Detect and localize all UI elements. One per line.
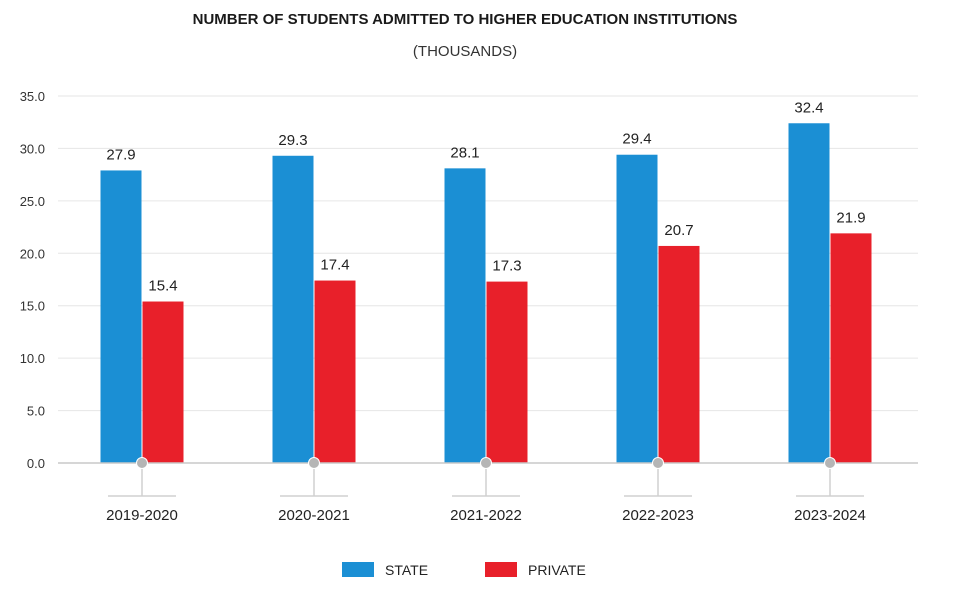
data-label: 21.9: [836, 209, 865, 226]
y-tick-label: 15.0: [20, 299, 45, 314]
legend: STATE PRIVATE: [342, 562, 586, 578]
y-tick-label: 0.0: [27, 456, 45, 471]
chart-subtitle: (THOUSANDS): [413, 43, 517, 60]
x-tick-dot: [824, 457, 836, 469]
chart-title: NUMBER OF STUDENTS ADMITTED TO HIGHER ED…: [193, 11, 738, 28]
bar-private-2021-2022: [486, 281, 528, 463]
data-label: 29.3: [278, 132, 307, 149]
y-axis: 0.0 5.0 10.0 15.0 20.0 25.0 30.0 35.0: [20, 89, 45, 471]
data-label: 27.9: [106, 146, 135, 163]
data-label: 32.4: [794, 99, 823, 116]
data-label: 28.1: [450, 144, 479, 161]
x-axis: 2019-2020 2020-2021 2021-2022 2022-2023 2023…: [58, 457, 918, 524]
bar-state-2022-2023: [616, 154, 658, 463]
x-tick-dot: [652, 457, 664, 469]
y-tick-label: 30.0: [20, 141, 45, 156]
x-tick-label: 2021-2022: [450, 507, 522, 524]
bar-state-2019-2020: [100, 170, 142, 463]
y-tick-label: 10.0: [20, 351, 45, 366]
x-tick-dot: [480, 457, 492, 469]
bar-state-2020-2021: [272, 155, 314, 464]
x-tick-label: 2019-2020: [106, 507, 178, 524]
data-label: 29.4: [622, 131, 651, 148]
bar-state-2021-2022: [444, 168, 486, 463]
data-label: 15.4: [148, 278, 177, 295]
legend-swatch-state: [342, 562, 374, 577]
x-tick-label: 2022-2023: [622, 507, 694, 524]
legend-swatch-private: [485, 562, 517, 577]
y-tick-label: 20.0: [20, 246, 45, 261]
bar-private-2023-2024: [830, 233, 872, 463]
data-label: 17.4: [320, 257, 349, 274]
bar-private-2020-2021: [314, 280, 356, 463]
data-label: 20.7: [664, 222, 693, 239]
x-tick-label: 2023-2024: [794, 507, 866, 524]
x-tick-dot: [308, 457, 320, 469]
y-tick-label: 25.0: [20, 194, 45, 209]
x-tick-dot: [136, 457, 148, 469]
legend-label-private: PRIVATE: [528, 562, 586, 578]
bars: 27.9 15.4 29.3 17.4 28.1 17.3 29.4 20.7 32.4 21.9: [100, 99, 872, 464]
x-tick-label: 2020-2021: [278, 507, 350, 524]
y-tick-label: 5.0: [27, 404, 45, 419]
data-label: 17.3: [492, 258, 521, 275]
bar-private-2019-2020: [142, 301, 184, 463]
bar-private-2022-2023: [658, 245, 700, 463]
bar-state-2023-2024: [788, 123, 830, 464]
y-tick-label: 35.0: [20, 89, 45, 104]
legend-label-state: STATE: [385, 562, 428, 578]
